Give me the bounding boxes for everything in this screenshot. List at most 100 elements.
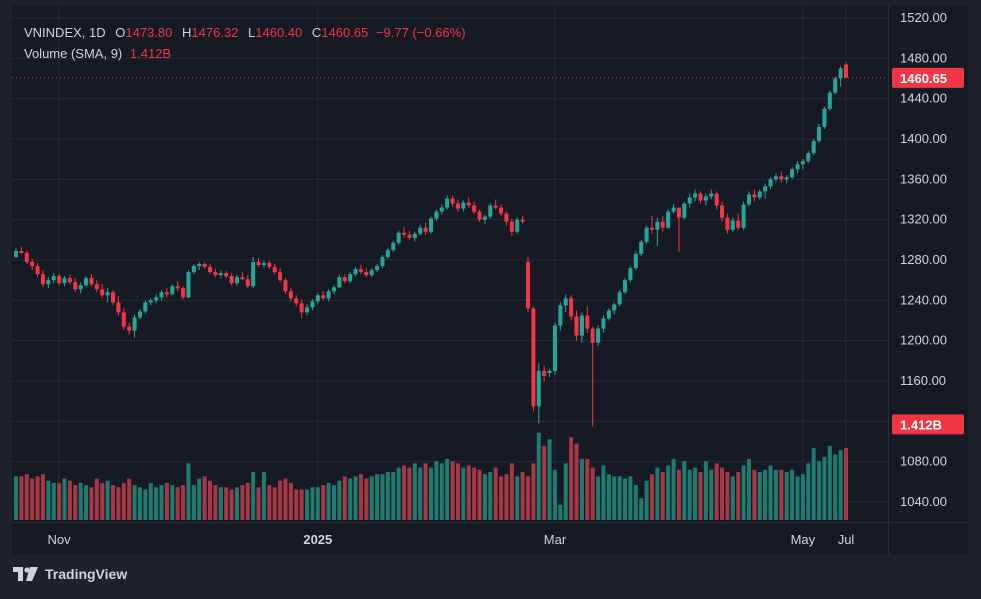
volume-bar — [811, 448, 816, 520]
candle-body — [369, 270, 374, 276]
volume-bar — [784, 472, 789, 520]
candle-body — [19, 250, 24, 253]
volume-bar — [385, 472, 390, 520]
volume-bar — [639, 498, 644, 520]
volume-bar — [558, 504, 563, 520]
candle-body — [24, 252, 29, 263]
candle-body — [294, 298, 299, 304]
volume-bar — [536, 432, 541, 520]
candle-body — [579, 315, 584, 336]
candle-body — [181, 288, 186, 298]
volume-bar — [380, 474, 385, 520]
candle-body — [601, 318, 606, 329]
volume-bar — [164, 482, 169, 520]
volume-bar — [299, 489, 304, 520]
candle-body — [693, 193, 698, 198]
candle-body — [224, 273, 229, 277]
volume-bar — [579, 458, 584, 520]
candle-body — [461, 202, 466, 209]
tradingview-brand[interactable]: TradingView — [13, 566, 127, 582]
candle-body — [725, 217, 730, 230]
volume-bar — [94, 478, 99, 520]
candle-body — [234, 277, 239, 284]
volume-bar — [35, 476, 40, 520]
volume-bar — [585, 458, 590, 520]
candle-body — [736, 220, 741, 228]
candle-body — [143, 302, 148, 312]
volume-bar — [197, 478, 202, 520]
candle-body — [283, 280, 288, 292]
candle-body — [585, 315, 590, 329]
volume-indicator-label: Volume (SMA, 9) — [24, 46, 123, 61]
volume-bar — [509, 463, 514, 520]
candle-body — [671, 207, 676, 212]
volume-bar — [100, 482, 105, 520]
candle-body — [666, 211, 671, 228]
price-tick-label: 1320.00 — [900, 212, 947, 227]
price-tick-label: 1240.00 — [900, 292, 947, 307]
candle-body — [315, 295, 320, 302]
brand-name: TradingView — [45, 566, 128, 582]
volume-legend: Volume (SMA, 9) 1.412B — [24, 46, 171, 61]
candle-body — [197, 264, 202, 267]
candle-body — [342, 277, 347, 282]
volume-bar — [402, 465, 407, 520]
price-tick-label: 1360.00 — [900, 171, 947, 186]
candle-body — [542, 370, 547, 376]
candle-body — [100, 289, 105, 296]
candle-body — [170, 286, 175, 295]
volume-bar — [768, 465, 773, 520]
volume-bar — [843, 448, 849, 520]
volume-bar — [213, 485, 218, 520]
volume-bar — [84, 485, 89, 520]
volume-bar — [660, 472, 665, 520]
volume-bar — [741, 465, 746, 520]
candle-body — [482, 216, 487, 220]
volume-bar — [806, 463, 811, 520]
volume-bar — [623, 478, 628, 520]
candlestick-chart[interactable]: 1520.00 1480.00 1440.00 1400.00 1360.00 1320.… — [12, 6, 968, 554]
candle-body — [493, 205, 498, 208]
volume-bar — [369, 476, 374, 520]
volume-bar — [67, 480, 72, 520]
volume-bar — [51, 482, 56, 520]
volume-bar — [612, 476, 617, 520]
volume-bar — [493, 467, 498, 520]
candle-body — [590, 328, 595, 343]
volume-bar — [407, 467, 412, 520]
volume-bar — [590, 467, 595, 520]
candle-body — [305, 307, 310, 313]
candle-body — [741, 204, 746, 228]
volume-bar — [633, 485, 638, 520]
candle-body — [790, 169, 795, 178]
volume-bar — [208, 480, 213, 520]
price-tick-label: 1040.00 — [900, 494, 947, 509]
volume-bar — [477, 469, 482, 520]
volume-bar — [574, 443, 579, 520]
candle-body — [730, 220, 735, 230]
candle-body — [288, 291, 293, 299]
volume-bar — [693, 467, 698, 520]
candle-body — [703, 196, 708, 201]
candle-body — [218, 273, 223, 276]
volume-bar — [450, 461, 455, 520]
candle-body — [676, 207, 681, 218]
candle-body — [364, 272, 369, 276]
candle-body — [326, 291, 331, 299]
candle-body — [418, 227, 423, 234]
candle-body — [256, 262, 261, 266]
candle-body — [612, 304, 617, 311]
candle-body — [213, 272, 218, 276]
volume-bar — [795, 476, 800, 520]
volume-bar — [305, 489, 310, 520]
volume-bar — [525, 476, 531, 520]
open-value: 1473.80 — [125, 25, 173, 40]
candle-body — [649, 227, 654, 230]
candle-body — [822, 108, 827, 127]
volume-bar — [283, 478, 288, 520]
volume-bar — [175, 487, 180, 520]
volume-bar — [19, 476, 24, 520]
chart-panel[interactable]: 1520.00 1480.00 1440.00 1400.00 1360.00 1320.… — [12, 6, 968, 554]
volume-bar — [137, 487, 142, 520]
candle-body — [455, 203, 460, 209]
